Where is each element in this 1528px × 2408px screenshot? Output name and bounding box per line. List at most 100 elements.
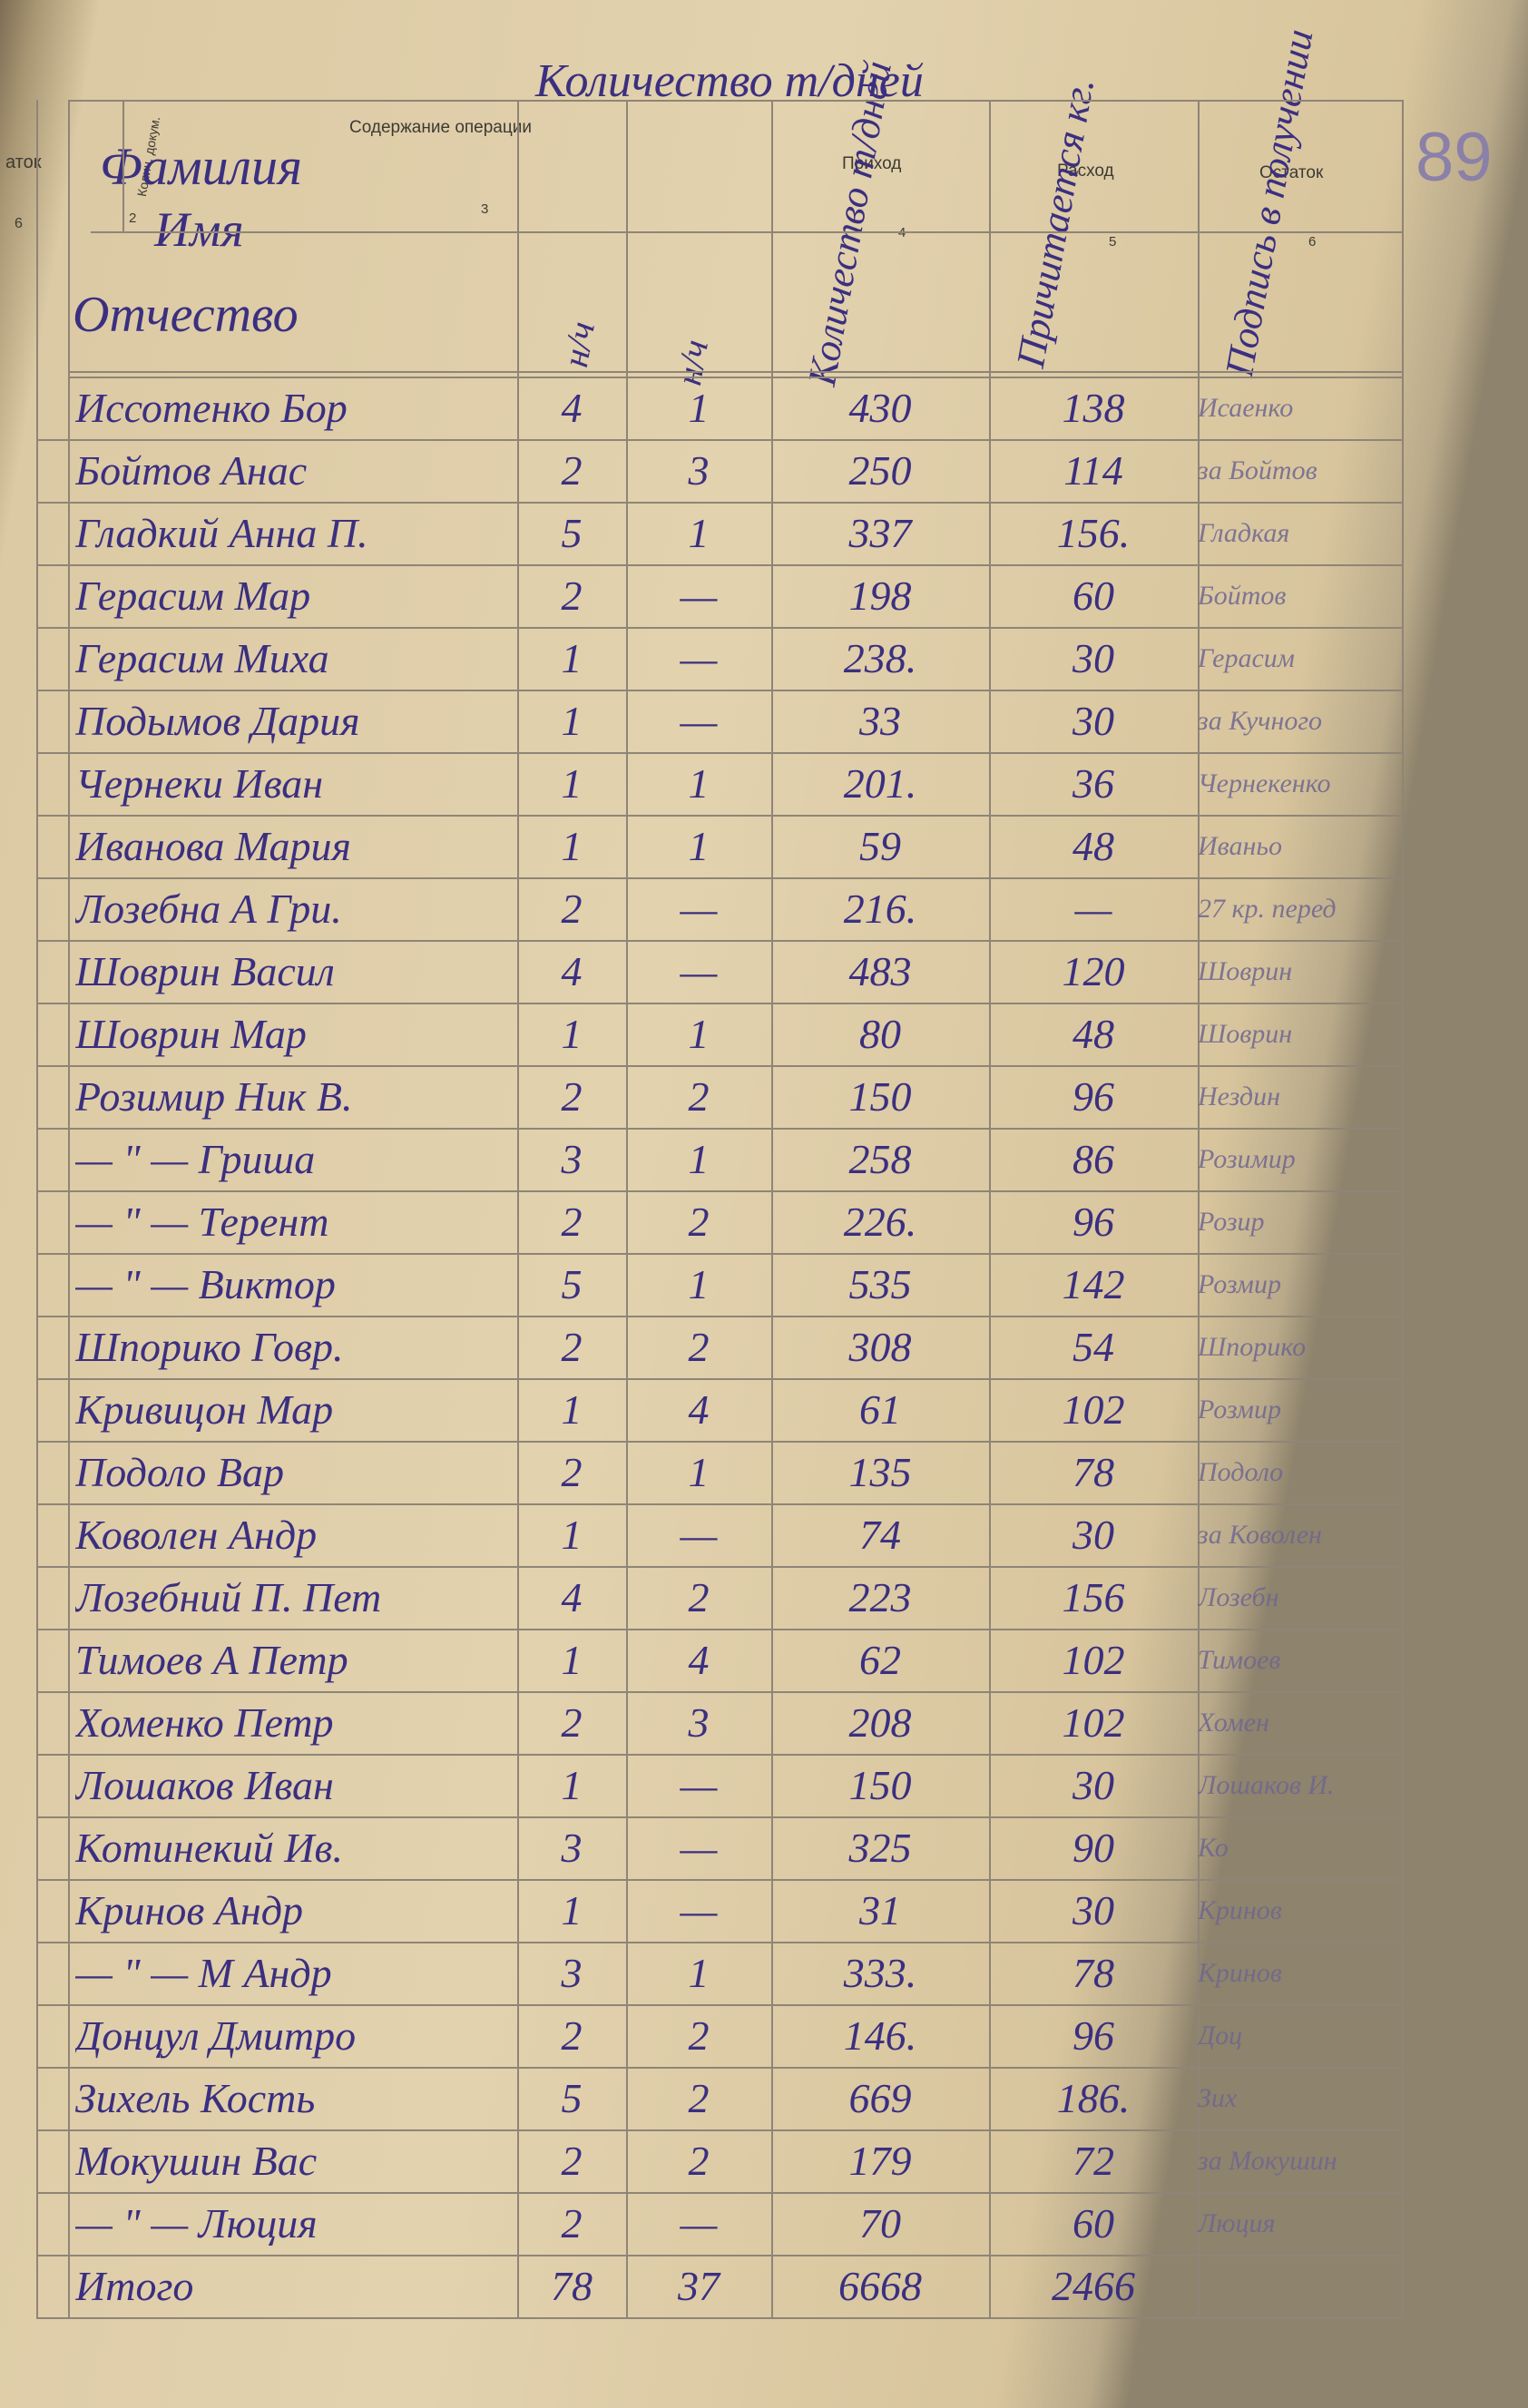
number-cell: —: [680, 635, 718, 681]
number-cell: 120: [1062, 948, 1125, 994]
row-rule: [36, 2317, 1402, 2319]
number-cell: 1: [688, 1950, 710, 1996]
signature-cell: Лозебн: [1198, 1582, 1279, 1612]
number-cell: 150: [848, 1762, 912, 1808]
number-cell: 1: [688, 510, 710, 556]
number-cell: 2: [561, 1324, 583, 1370]
name-cell: Шоврин Мар: [75, 1011, 307, 1057]
number-cell: 337: [848, 510, 912, 556]
col-number: 5: [1109, 234, 1117, 250]
col-number: 6: [1308, 234, 1317, 250]
number-cell: 60: [1073, 2200, 1114, 2246]
column-rule: [1402, 100, 1404, 2317]
number-cell: 2: [561, 886, 583, 932]
number-cell: 2: [561, 1073, 583, 1120]
signature-cell: Кринов: [1198, 1958, 1282, 1988]
number-cell: 138: [1062, 385, 1125, 431]
number-cell: —: [680, 698, 718, 744]
number-cell: 78: [1073, 1449, 1114, 1495]
number-cell: 33: [859, 698, 901, 744]
number-cell: 3: [561, 1825, 583, 1871]
expense-header: Расход: [1057, 162, 1114, 181]
number-cell: 150: [848, 1073, 912, 1120]
row-rule: [36, 1566, 1402, 1568]
signature-cell: Розмир: [1198, 1395, 1281, 1424]
row-rule: [36, 1441, 1402, 1443]
name-cell: Котинекий Ив.: [75, 1825, 343, 1871]
number-cell: 72: [1073, 2138, 1114, 2184]
number-cell: 48: [1073, 823, 1114, 869]
name-cell: Герасим Миха: [75, 635, 329, 681]
number-cell: —: [680, 1762, 718, 1808]
number-cell: 1: [561, 760, 583, 807]
number-cell: —: [1074, 886, 1112, 932]
number-cell: 142: [1062, 1261, 1125, 1307]
name-cell: Итого: [75, 2263, 194, 2309]
row-rule: [36, 1754, 1402, 1756]
number-cell: 179: [848, 2138, 912, 2184]
number-cell: 3: [561, 1136, 583, 1182]
number-cell: 74: [859, 1512, 901, 1558]
row-rule: [36, 1316, 1402, 1317]
number-cell: 1: [561, 698, 583, 744]
row-rule: [36, 1691, 1402, 1693]
number-cell: 102: [1062, 1386, 1125, 1433]
signature-cell: Хомен: [1198, 1708, 1269, 1737]
due-header: Причитается кг.: [1007, 74, 1103, 371]
number-cell: 1: [688, 823, 710, 869]
number-cell: 1: [561, 823, 583, 869]
number-cell: 59: [859, 823, 901, 869]
signature-cell: Гладкая: [1198, 518, 1290, 548]
number-cell: 2: [561, 2200, 583, 2246]
column-rule: [122, 100, 124, 231]
number-cell: 1: [561, 1637, 583, 1683]
row-rule: [36, 1065, 1402, 1067]
signature-cell: Розимир: [1198, 1144, 1296, 1174]
signature-cell: Зих: [1198, 2083, 1238, 2113]
number-cell: 5: [561, 2075, 583, 2121]
signature-cell: Тимоев: [1198, 1645, 1281, 1675]
number-cell: 223: [848, 1574, 912, 1620]
number-cell: 30: [1073, 1512, 1114, 1558]
number-cell: 30: [1073, 1887, 1114, 1933]
signature-cell: Герасим: [1198, 643, 1295, 673]
number-cell: 2: [561, 573, 583, 619]
name-cell: Гладкий Анна П.: [75, 510, 368, 556]
header-rule: [91, 231, 1402, 233]
number-cell: 2: [561, 2012, 583, 2059]
name-cell: Мокушин Вас: [75, 2138, 318, 2184]
name-cell: Бойтов Анас: [75, 447, 308, 494]
signature-cell: Розир: [1198, 1207, 1265, 1237]
col-number: 3: [481, 201, 489, 217]
row-rule: [36, 564, 1402, 566]
number-cell: 4: [561, 385, 583, 431]
number-cell: 1: [561, 1011, 583, 1057]
number-cell: 1: [688, 1011, 710, 1057]
row-rule: [36, 627, 1402, 629]
number-cell: —: [680, 1887, 718, 1933]
number-cell: 1: [561, 635, 583, 681]
row-rule: [36, 2255, 1402, 2256]
number-cell: 2: [688, 1199, 710, 1245]
signature-cell: за Кучного: [1198, 706, 1323, 736]
number-cell: 156.: [1056, 510, 1131, 556]
row-rule: [36, 2129, 1402, 2131]
number-cell: 61: [859, 1386, 901, 1433]
number-cell: 1: [561, 1512, 583, 1558]
name-cell: Коволен Андр: [75, 1512, 318, 1558]
row-rule: [36, 1816, 1402, 1818]
number-cell: 250: [848, 447, 912, 494]
number-cell: —: [680, 886, 718, 932]
column-rule: [626, 100, 628, 2317]
number-cell: 4: [561, 948, 583, 994]
column-rule: [36, 100, 38, 2317]
number-cell: 308: [848, 1324, 912, 1370]
number-cell: 114: [1063, 447, 1123, 494]
column-rule: [517, 100, 519, 2317]
name-cell: Шоврин Васил: [75, 948, 335, 994]
signature-cell: Шоврин: [1198, 1019, 1293, 1049]
nch-header: н/ч: [553, 318, 602, 370]
header-rule: [68, 377, 1402, 378]
signature-cell: за Бойтов: [1198, 455, 1317, 485]
